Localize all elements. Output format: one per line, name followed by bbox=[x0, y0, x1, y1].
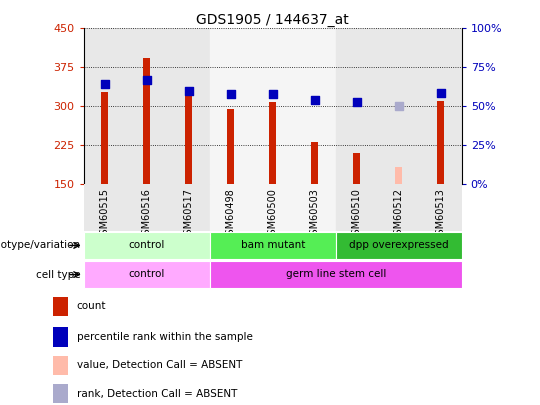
Bar bbox=[126, 28, 168, 184]
Bar bbox=[294, 28, 336, 184]
Bar bbox=[53, 327, 68, 347]
Bar bbox=[336, 184, 377, 231]
Point bbox=[436, 90, 445, 96]
Point bbox=[394, 103, 403, 110]
Text: genotype/variation: genotype/variation bbox=[0, 241, 81, 250]
Bar bbox=[210, 262, 462, 288]
Bar bbox=[420, 184, 462, 231]
Bar bbox=[126, 184, 168, 231]
Bar bbox=[84, 28, 126, 184]
Bar bbox=[168, 28, 210, 184]
Point bbox=[226, 91, 235, 98]
Text: germ line stem cell: germ line stem cell bbox=[286, 269, 386, 279]
Bar bbox=[227, 109, 234, 184]
Text: percentile rank within the sample: percentile rank within the sample bbox=[77, 332, 253, 342]
Bar bbox=[168, 184, 210, 231]
Text: value, Detection Call = ABSENT: value, Detection Call = ABSENT bbox=[77, 360, 242, 371]
Text: GSM60517: GSM60517 bbox=[184, 188, 194, 241]
Point bbox=[184, 87, 193, 94]
Bar bbox=[294, 184, 336, 231]
Point bbox=[100, 81, 109, 88]
Text: GSM60498: GSM60498 bbox=[226, 188, 235, 241]
Bar bbox=[252, 184, 294, 231]
Bar bbox=[185, 91, 192, 184]
Text: GSM60516: GSM60516 bbox=[141, 188, 152, 241]
Title: GDS1905 / 144637_at: GDS1905 / 144637_at bbox=[197, 13, 349, 27]
Text: control: control bbox=[129, 240, 165, 250]
Bar bbox=[53, 296, 68, 316]
Text: dpp overexpressed: dpp overexpressed bbox=[349, 240, 449, 250]
Text: GSM60500: GSM60500 bbox=[268, 188, 278, 241]
Bar bbox=[336, 232, 462, 258]
Point bbox=[353, 99, 361, 105]
Bar bbox=[377, 28, 420, 184]
Bar bbox=[377, 184, 420, 231]
Bar bbox=[53, 384, 68, 404]
Bar bbox=[101, 92, 109, 184]
Bar bbox=[84, 232, 210, 258]
Bar bbox=[311, 142, 319, 184]
Point bbox=[310, 96, 319, 103]
Point bbox=[268, 91, 277, 97]
Bar bbox=[210, 184, 252, 231]
Bar bbox=[143, 58, 151, 184]
Bar bbox=[84, 184, 126, 231]
Text: rank, Detection Call = ABSENT: rank, Detection Call = ABSENT bbox=[77, 389, 237, 399]
Bar bbox=[269, 102, 276, 184]
Text: GSM60510: GSM60510 bbox=[352, 188, 362, 241]
Text: bam mutant: bam mutant bbox=[240, 240, 305, 250]
Text: cell type: cell type bbox=[36, 270, 81, 279]
Text: GSM60513: GSM60513 bbox=[436, 188, 446, 241]
Bar bbox=[353, 153, 361, 184]
Bar bbox=[336, 28, 377, 184]
Point bbox=[143, 77, 151, 83]
Text: GSM60512: GSM60512 bbox=[394, 188, 404, 241]
Bar bbox=[437, 101, 444, 184]
Text: GSM60503: GSM60503 bbox=[310, 188, 320, 241]
Bar bbox=[210, 28, 252, 184]
Text: control: control bbox=[129, 269, 165, 279]
Bar bbox=[395, 167, 402, 184]
Bar bbox=[252, 28, 294, 184]
Text: GSM60515: GSM60515 bbox=[100, 188, 110, 241]
Text: count: count bbox=[77, 301, 106, 311]
Bar bbox=[53, 356, 68, 375]
Bar bbox=[420, 28, 462, 184]
Bar bbox=[84, 262, 210, 288]
Bar bbox=[210, 232, 336, 258]
